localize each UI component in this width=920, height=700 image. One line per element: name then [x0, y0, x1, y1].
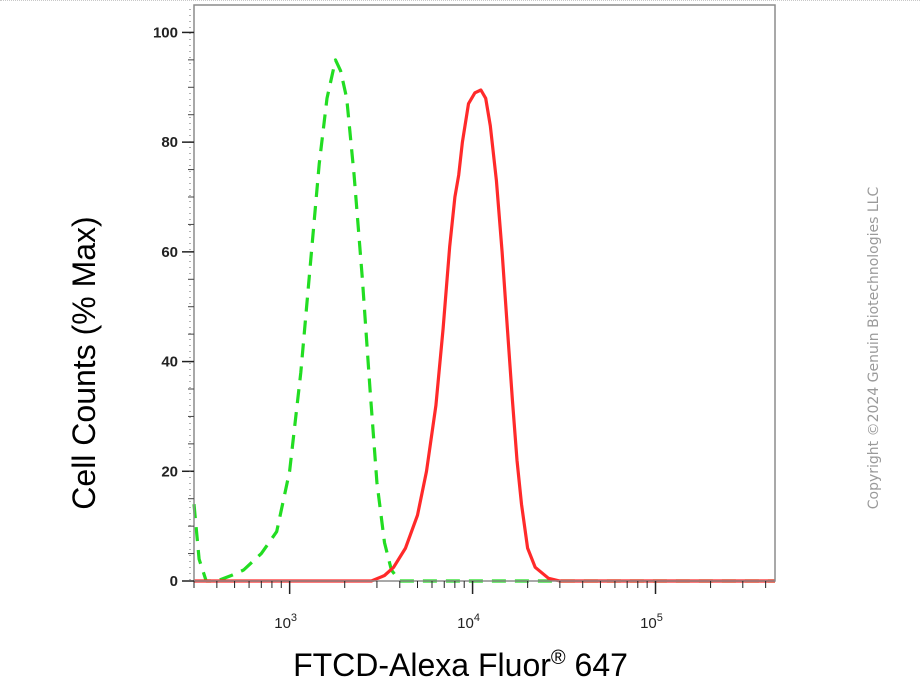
- control-histogram-line: [192, 58, 775, 583]
- y-axis-title: Cell Counts (% Max): [66, 216, 102, 509]
- y-tick-label: 40: [161, 354, 178, 371]
- x-tick-label: 103: [274, 612, 297, 632]
- y-tick-label: 80: [161, 134, 178, 151]
- y-tick-label: 20: [161, 463, 178, 480]
- sample-histogram-line: [194, 88, 775, 583]
- y-tick-label: 100: [153, 24, 178, 41]
- copyright-watermark: Copyright ©2024 Genuin Biotechnologies L…: [866, 187, 882, 510]
- y-tick-label: 60: [161, 244, 178, 261]
- y-tick-label: 0: [170, 573, 178, 590]
- x-axis-title: FTCD-Alexa Fluor® 647: [293, 647, 628, 683]
- axes: [182, 4, 776, 594]
- x-tick-label: 104: [457, 612, 480, 632]
- plot-frame: [193, 4, 776, 582]
- top-dotted-rule: [0, 0, 920, 1]
- axis-labels: 0 20 40 60 80 100 103 104 105 FTCD-Alexa Fluor® 6…: [66, 24, 663, 683]
- plot-area: [192, 58, 775, 583]
- x-tick-label: 105: [640, 612, 663, 632]
